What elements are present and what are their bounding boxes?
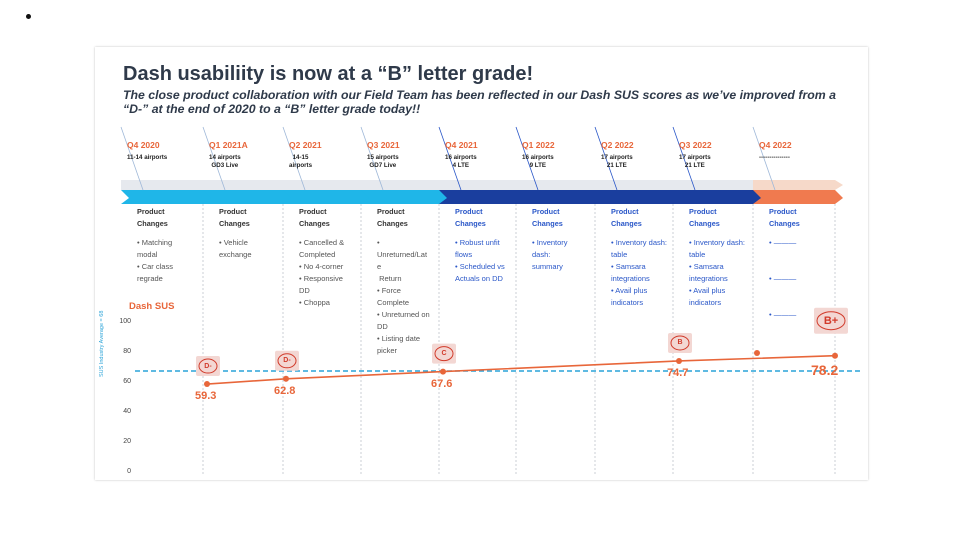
sus-line [206, 354, 836, 385]
quarter-label: Q3 2021 [367, 140, 400, 150]
grade-badge-bg [814, 307, 848, 334]
grade-label: B [677, 339, 683, 347]
airports-label: 16 airports 4 LTE [445, 154, 477, 169]
timeline-chevron [203, 190, 293, 204]
timeline-chevron [361, 190, 449, 204]
product-changes-heading: Product Changes [769, 207, 800, 228]
timeline-band-top [516, 180, 605, 190]
product-changes-list: • Matching modal • Car class regrade [137, 238, 173, 283]
timeline-band-top [283, 180, 371, 190]
airports-label: 14 airports GD3 Live [209, 154, 241, 169]
product-changes-heading: Product Changes [455, 207, 486, 228]
product-changes-heading: Product Changes [532, 207, 563, 228]
y-tick-label: 0 [127, 468, 131, 475]
timeline-band-top [361, 180, 449, 190]
product-changes-list: • Unreturned/Lat e Return • Force Comple… [377, 238, 430, 355]
quarter-label: Q4 2021 [445, 140, 478, 150]
sus-value-label: 67.6 [431, 377, 453, 390]
sus-value-label: 62.8 [274, 384, 296, 397]
product-changes-list: • Inventory dash: table • Samsara integr… [611, 238, 667, 307]
quarter-label: Q4 2022 [759, 140, 792, 150]
airports-label: 17 airports 21 LTE [601, 154, 633, 169]
timeline-separator [202, 126, 226, 191]
bullet-dot [26, 14, 31, 19]
y-tick-label: 80 [123, 348, 131, 355]
product-changes-list: • Vehicle exchange [219, 238, 252, 259]
sus-point [204, 381, 210, 388]
sus-series-label: Dash SUS [129, 301, 175, 312]
grade-label: D- [283, 357, 291, 365]
slide: Dash usabiliity is now at a “B” letter g… [95, 47, 868, 480]
timeline-band-top [595, 180, 683, 190]
y-tick-label: 20 [123, 438, 131, 445]
product-changes-list: • Robust unfit flows • Scheduled vs Actu… [455, 238, 505, 283]
quarter-label: Q2 2022 [601, 140, 634, 150]
timeline-chart [120, 126, 860, 475]
timeline-separator [515, 126, 539, 191]
timeline-separator [120, 126, 144, 191]
quarter-label: Q4 2020 [127, 140, 160, 150]
airports-label: --------------- [759, 154, 790, 161]
y-axis-label: SUS Industry Average = 68 [99, 310, 105, 377]
y-tick-label: 100 [119, 318, 131, 325]
timeline-separator [438, 126, 462, 191]
sus-value-label: 74.7 [667, 366, 689, 379]
quarter-label: Q2 2021 [289, 140, 322, 150]
slide-subtitle: The close product collaboration with our… [123, 88, 836, 116]
timeline-chevron [753, 190, 843, 204]
airports-label: 11-14 airports [127, 154, 168, 161]
grade-circle [670, 335, 690, 351]
timeline-band-top [121, 180, 213, 190]
timeline-chevron [595, 190, 683, 204]
quarter-label: Q3 2022 [679, 140, 712, 150]
product-changes-heading: Product Changes [689, 207, 720, 228]
y-tick-label: 40 [123, 408, 131, 415]
grade-circle [277, 353, 297, 369]
grade-circle [816, 311, 846, 331]
quarter-label: Q1 2022 [522, 140, 555, 150]
sus-point [440, 368, 446, 375]
product-changes-heading: Product Changes [377, 207, 408, 228]
product-changes-heading: Product Changes [299, 207, 330, 228]
timeline-band-top [753, 180, 843, 190]
timeline-chevron [283, 190, 371, 204]
timeline-separator [752, 126, 776, 191]
product-changes-list: • Cancelled & Completed • No 4-corner • … [299, 238, 345, 307]
timeline-chevron [673, 190, 763, 204]
sus-point [832, 352, 838, 359]
timeline-chevron [439, 190, 526, 204]
airports-label: 17 airports 21 LTE [679, 154, 711, 169]
grade-circle [434, 346, 454, 362]
slide-title: Dash usabiliity is now at a “B” letter g… [123, 63, 534, 85]
timeline-separator [282, 126, 306, 191]
airports-label: 15 airports GD7 Live [367, 154, 399, 169]
grade-label: B+ [823, 314, 839, 327]
timeline-separator [672, 126, 696, 191]
airports-label: 16 airports 9 LTE [522, 154, 554, 169]
extra-marker [754, 350, 760, 356]
grade-circle [198, 358, 218, 374]
product-changes-list: • Inventory dash: summary [532, 238, 568, 271]
product-changes-list: • Inventory dash: table • Samsara integr… [689, 238, 745, 307]
timeline-chevron [516, 190, 605, 204]
product-changes-heading: Product Changes [219, 207, 250, 228]
grade-label: C [441, 350, 447, 358]
product-changes-list: • ——— • ——— • ——— [769, 238, 797, 319]
timeline-band-top [439, 180, 526, 190]
product-changes-heading: Product Changes [137, 207, 168, 228]
sus-point [676, 357, 682, 364]
timeline-separator [594, 126, 618, 191]
quarter-label: Q1 2021A [209, 140, 248, 150]
y-tick-label: 60 [123, 378, 131, 385]
airports-label: 14-15 airports [289, 154, 313, 169]
sus-value-label: 78.2 [811, 361, 839, 378]
timeline-band-top [203, 180, 293, 190]
sus-value-label: 59.3 [195, 390, 217, 403]
timeline-separator [360, 126, 384, 191]
sus-point [283, 375, 289, 382]
product-changes-heading: Product Changes [611, 207, 642, 228]
timeline-band-top [673, 180, 763, 190]
grade-label: D- [204, 362, 212, 370]
timeline-chevron [121, 190, 213, 204]
